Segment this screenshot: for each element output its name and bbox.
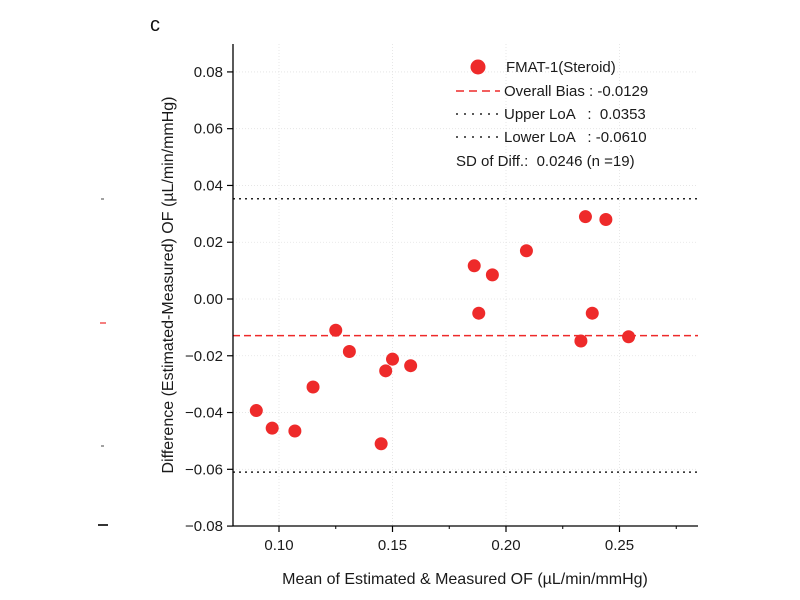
grid-lines <box>233 44 698 527</box>
x-ticks: 0.10 0.15 0.20 0.25 <box>264 526 677 554</box>
y-tick-label-7: 0.06 <box>194 121 223 138</box>
axes <box>232 44 698 527</box>
x-tick-label-1: 0.15 <box>378 537 407 554</box>
x-tick-label-0: 0.10 <box>264 537 293 554</box>
left-margin-marks <box>98 198 108 526</box>
data-point-11 <box>472 306 486 320</box>
data-point-6 <box>374 437 388 451</box>
y-tick-label-4: 0.00 <box>194 291 223 308</box>
y-tick-label-3: −0.02 <box>185 348 223 365</box>
data-point-10 <box>467 259 481 273</box>
data-point-9 <box>404 359 418 373</box>
y-tick-label-0: −0.08 <box>185 518 223 535</box>
legend-series-marker <box>470 59 486 75</box>
y-axis-title: Difference (Estimated-Measured) OF (µL/m… <box>160 96 177 473</box>
legend: FMAT-1(Steroid) Overall Bias : -0.0129 U… <box>456 59 648 170</box>
y-ticks: −0.08 −0.06 −0.04 −0.02 0.00 0.02 0.04 0.06 0.08 <box>185 64 233 535</box>
data-point-1 <box>265 421 279 435</box>
data-point-2 <box>288 424 302 438</box>
y-tick-label-2: −0.04 <box>185 405 223 422</box>
legend-lower-label: Lower LoA : -0.0610 <box>504 129 647 146</box>
y-tick-label-6: 0.04 <box>194 177 223 194</box>
data-point-0 <box>249 404 263 418</box>
x-tick-label-3: 0.25 <box>605 537 634 554</box>
y-tick-label-1: −0.06 <box>185 461 223 478</box>
data-point-7 <box>379 364 393 378</box>
y-tick-label-5: 0.02 <box>194 234 223 251</box>
x-tick-label-2: 0.20 <box>491 537 520 554</box>
data-point-17 <box>599 213 613 227</box>
data-point-18 <box>622 330 636 344</box>
data-point-12 <box>485 268 499 282</box>
data-point-3 <box>306 380 320 394</box>
y-tick-label-8: 0.08 <box>194 64 223 81</box>
data-point-15 <box>578 210 592 224</box>
data-point-13 <box>519 244 533 258</box>
reference-lines <box>233 198 698 473</box>
legend-series-label: FMAT-1(Steroid) <box>506 59 616 76</box>
panel-label: c <box>150 14 160 36</box>
legend-upper-label: Upper LoA : 0.0353 <box>504 106 646 123</box>
legend-sd-label: SD of Diff.: 0.0246 (n =19) <box>456 153 635 170</box>
data-point-8 <box>386 352 399 366</box>
x-axis-title: Mean of Estimated & Measured OF (µL/min/… <box>282 571 648 588</box>
data-points <box>249 210 636 451</box>
data-point-14 <box>574 334 588 348</box>
legend-bias-label: Overall Bias : -0.0129 <box>504 83 648 100</box>
data-point-16 <box>585 306 599 320</box>
data-point-5 <box>342 345 356 359</box>
data-point-4 <box>329 323 343 337</box>
